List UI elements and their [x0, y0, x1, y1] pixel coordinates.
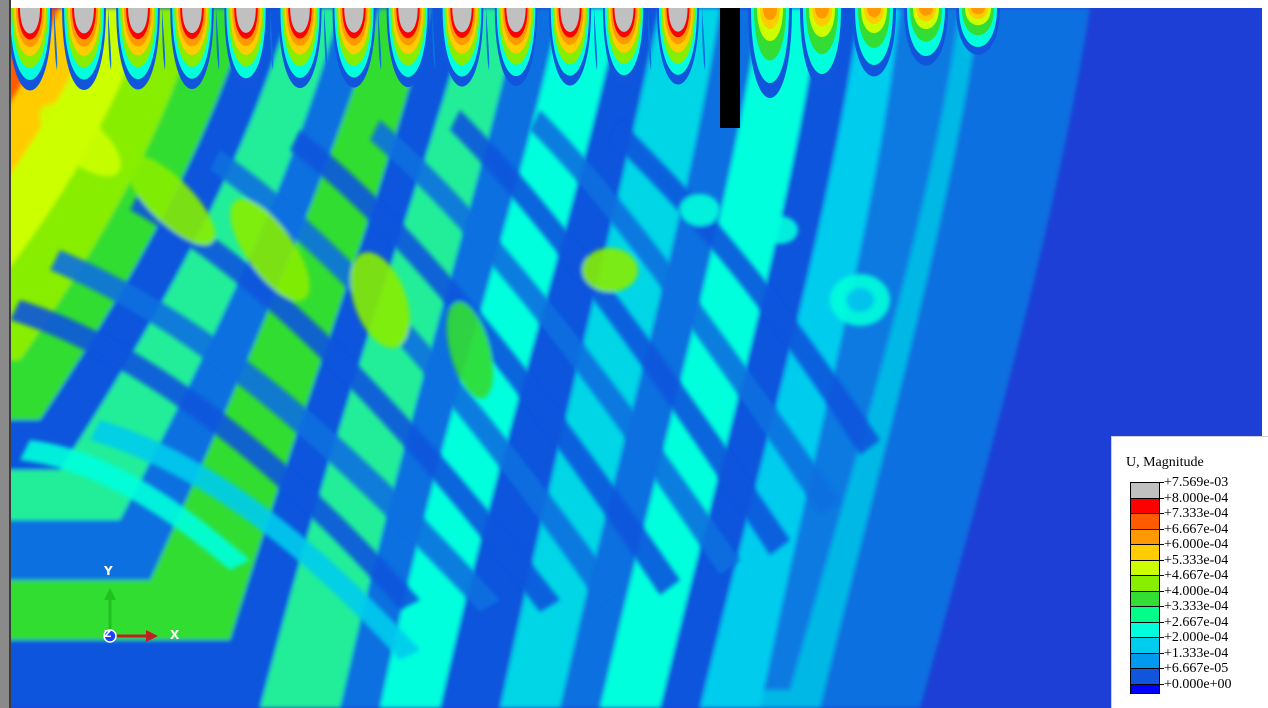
embedded-pile [720, 8, 740, 128]
lobe-gap [594, 8, 598, 70]
x-axis-arrowhead [146, 630, 158, 642]
legend-level-label: +6.667e-04 [1164, 521, 1229, 537]
legend-swatch [1130, 683, 1160, 694]
surface-lobe [344, 8, 364, 33]
surface-lobe [74, 8, 94, 34]
legend-tick [1158, 606, 1164, 607]
lobe-gap [108, 8, 112, 70]
surface-lobe [236, 8, 256, 33]
legend-tick [1158, 528, 1164, 530]
lobe-gap [540, 8, 544, 70]
legend-level-label: +7.333e-04 [1164, 506, 1229, 521]
legend-tick [1158, 683, 1164, 685]
surface-lobe [398, 8, 418, 33]
surface-lobe [614, 8, 634, 32]
surface-lobe [506, 8, 526, 33]
surface-lobe [560, 8, 580, 32]
viewport-right-edge [1262, 0, 1268, 708]
axis-triad-icon [103, 588, 158, 643]
legend-level-label: +2.667e-04 [1164, 614, 1229, 630]
legend-tick [1158, 544, 1164, 545]
lobe-gap [270, 8, 274, 70]
lobe-gap [432, 8, 436, 70]
legend-title: U, Magnitude [1126, 455, 1204, 470]
triad-y-label: Y [104, 564, 113, 578]
surface-lobe [290, 8, 310, 33]
surface-lobe [20, 8, 40, 34]
legend-level-label: +1.333e-04 [1164, 645, 1229, 661]
surface-lobe [919, 8, 933, 16]
legend-level-label: +8.000e-04 [1164, 490, 1229, 506]
surface-lobe [128, 8, 148, 34]
lobe-gap [54, 8, 58, 70]
contour-legend: U, Magnitude +7.569e-03 +8.000e-04 +7.333e… [1111, 436, 1268, 708]
legend-level-label: +5.333e-04 [1164, 552, 1229, 568]
triad-z-label: Z [104, 629, 112, 640]
viewport-left-frame [0, 0, 9, 708]
legend-tick [1158, 575, 1164, 576]
surface-lobe [182, 8, 202, 34]
surface-lobe [815, 8, 829, 19]
legend-level-label: +2.000e-04 [1164, 630, 1229, 645]
legend-level-label: +4.000e-04 [1164, 583, 1229, 599]
surface-lobe [452, 8, 472, 33]
legend-tick [1158, 637, 1164, 638]
legend-tick [1158, 513, 1164, 514]
legend-level-label: +3.333e-04 [1164, 599, 1229, 614]
legend-level-label: +0.000e+00 [1164, 676, 1232, 692]
z-axis-dot [103, 629, 117, 643]
surface-lobe [867, 8, 881, 18]
lobe-gap [486, 8, 490, 70]
triad-x-label: X [170, 628, 180, 642]
lobe-gap [702, 8, 706, 70]
viewport-top-edge [0, 0, 1268, 8]
lobe-gap [216, 8, 220, 70]
legend-tick [1158, 590, 1164, 592]
lobe-gap [648, 8, 652, 70]
legend-tick [1158, 497, 1164, 499]
lobe-gap [324, 8, 328, 70]
y-axis-arrowhead [104, 588, 116, 600]
viewport-left-frame-inner [9, 0, 11, 708]
lobe-gap [162, 8, 166, 70]
surface-lobes [8, 8, 1000, 98]
legend-level-label: +6.667e-05 [1164, 661, 1229, 676]
legend-level-label: +4.667e-04 [1164, 568, 1229, 583]
legend-level-label: +7.569e-03 [1164, 475, 1229, 490]
legend-tick [1158, 668, 1164, 669]
lobe-gap [378, 8, 382, 70]
surface-lobe [763, 8, 777, 20]
legend-tick [1158, 621, 1164, 623]
legend-tick [1158, 559, 1164, 561]
legend-tick [1158, 482, 1164, 483]
interference-stripes [10, 103, 890, 660]
legend-level-label: +6.000e-04 [1164, 537, 1229, 552]
surface-lobe [971, 8, 985, 15]
surface-lobe [668, 8, 688, 32]
legend-tick [1158, 652, 1164, 654]
view-triad[interactable]: Y X Z [96, 560, 196, 660]
